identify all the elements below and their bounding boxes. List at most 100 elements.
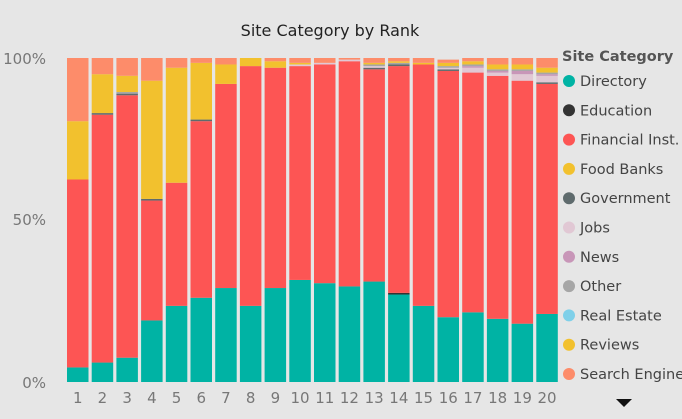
bar-segment-5-financial-inst[interactable]: [165, 182, 188, 306]
bar-segment-20-reviews[interactable]: [536, 67, 558, 73]
bar-segment-7-financial-inst[interactable]: [215, 83, 237, 289]
bar-segment-18-other[interactable]: [486, 69, 509, 71]
bar-segment-13-directory[interactable]: [363, 281, 385, 382]
bar-segment-20-other[interactable]: [536, 72, 558, 75]
bar-segment-6-government[interactable]: [190, 119, 213, 122]
bar-segment-12-financial-inst[interactable]: [338, 61, 361, 287]
bar-segment-17-financial-inst[interactable]: [462, 72, 484, 313]
bar-segment-16-directory[interactable]: [437, 317, 460, 382]
bar-segment-14-reviews[interactable]: [388, 61, 410, 63]
legend-item-real-estate[interactable]: Real Estate: [580, 308, 662, 324]
bar-segment-19-news[interactable]: [511, 70, 534, 75]
bar-segment-8-financial-inst[interactable]: [239, 66, 262, 306]
bar-segment-13-search-engine[interactable]: [363, 58, 385, 63]
bar-segment-11-directory[interactable]: [314, 283, 336, 382]
legend-item-reviews[interactable]: Reviews: [580, 338, 639, 354]
bar-segment-19-other[interactable]: [511, 69, 534, 71]
bar-segment-17-directory[interactable]: [462, 312, 484, 382]
bar-segment-16-jobs[interactable]: [437, 67, 460, 70]
legend-item-other[interactable]: Other: [580, 279, 621, 295]
bar-segment-19-directory[interactable]: [511, 323, 534, 382]
bar-segment-20-news[interactable]: [536, 74, 558, 76]
bar-segment-19-search-engine[interactable]: [511, 58, 534, 65]
bar-segment-5-search-engine[interactable]: [165, 58, 188, 68]
legend-item-news[interactable]: News: [580, 250, 619, 266]
bar-segment-7-reviews[interactable]: [215, 64, 237, 84]
bar-segment-4-government[interactable]: [141, 198, 163, 201]
bar-segment-20-jobs[interactable]: [536, 75, 558, 83]
bar-segment-15-financial-inst[interactable]: [412, 64, 435, 306]
bar-segment-3-search-engine[interactable]: [116, 58, 138, 76]
bar-segment-4-financial-inst[interactable]: [141, 200, 163, 321]
bar-segment-18-jobs[interactable]: [486, 72, 509, 76]
bar-segment-19-reviews[interactable]: [511, 64, 534, 70]
bar-segment-9-search-engine[interactable]: [264, 58, 287, 62]
bar-segment-2-reviews[interactable]: [91, 74, 114, 114]
bar-segment-14-government[interactable]: [388, 64, 410, 67]
bar-segment-13-other[interactable]: [363, 64, 385, 67]
bar-segment-13-financial-inst[interactable]: [363, 69, 385, 282]
bar-segment-2-government[interactable]: [91, 113, 114, 115]
legend-item-food-banks[interactable]: Food Banks: [580, 162, 663, 178]
bar-segment-8-directory[interactable]: [239, 305, 262, 382]
bar-segment-6-search-engine[interactable]: [190, 58, 213, 63]
scroll-down-icon[interactable]: [616, 399, 632, 407]
bar-segment-17-reviews[interactable]: [462, 61, 484, 65]
bar-segment-20-government[interactable]: [536, 82, 558, 84]
bar-segment-18-directory[interactable]: [486, 318, 509, 382]
bar-segment-9-financial-inst[interactable]: [264, 67, 287, 289]
bar-segment-11-financial-inst[interactable]: [314, 64, 336, 284]
bar-segment-7-search-engine[interactable]: [215, 58, 237, 65]
bar-segment-6-financial-inst[interactable]: [190, 121, 213, 298]
bar-segment-10-directory[interactable]: [289, 279, 311, 382]
bar-segment-5-reviews[interactable]: [165, 67, 188, 183]
bar-segment-11-jobs[interactable]: [314, 62, 336, 65]
bar-segment-13-reviews[interactable]: [363, 62, 385, 65]
bar-segment-1-financial-inst[interactable]: [67, 179, 89, 368]
bar-segment-14-other[interactable]: [388, 62, 410, 65]
bar-segment-4-directory[interactable]: [141, 320, 163, 382]
bar-segment-1-reviews[interactable]: [67, 121, 89, 180]
bar-segment-6-directory[interactable]: [190, 297, 213, 382]
bar-segment-18-search-engine[interactable]: [486, 58, 509, 65]
legend-item-education[interactable]: Education: [580, 103, 652, 119]
bar-segment-4-search-engine[interactable]: [141, 58, 163, 81]
bar-segment-20-search-engine[interactable]: [536, 58, 558, 68]
bar-segment-1-search-engine[interactable]: [67, 58, 89, 122]
bar-segment-14-education[interactable]: [388, 292, 410, 295]
bar-segment-18-news[interactable]: [486, 70, 509, 73]
bar-segment-6-reviews[interactable]: [190, 62, 213, 120]
bar-segment-12-directory[interactable]: [338, 286, 361, 382]
bar-segment-10-financial-inst[interactable]: [289, 66, 311, 280]
bar-segment-2-search-engine[interactable]: [91, 58, 114, 75]
bar-segment-18-reviews[interactable]: [486, 64, 509, 70]
bar-segment-20-directory[interactable]: [536, 313, 558, 382]
bar-segment-16-other[interactable]: [437, 66, 460, 68]
bar-segment-3-reviews[interactable]: [116, 75, 138, 93]
bar-segment-19-financial-inst[interactable]: [511, 80, 534, 324]
bar-segment-11-search-engine[interactable]: [314, 58, 336, 63]
bar-segment-15-search-engine[interactable]: [412, 58, 435, 63]
legend-item-directory[interactable]: Directory: [580, 74, 647, 90]
bar-segment-8-reviews[interactable]: [239, 58, 262, 67]
bar-segment-17-search-engine[interactable]: [462, 58, 484, 62]
bar-segment-2-financial-inst[interactable]: [91, 114, 114, 363]
bar-segment-3-government[interactable]: [116, 93, 138, 96]
bar-segment-3-other[interactable]: [116, 92, 138, 94]
bar-segment-3-financial-inst[interactable]: [116, 95, 138, 358]
legend-item-government[interactable]: Government: [580, 191, 671, 207]
bar-segment-9-reviews[interactable]: [264, 61, 287, 68]
bar-segment-12-search-engine[interactable]: [338, 58, 361, 60]
bar-segment-7-directory[interactable]: [215, 288, 237, 382]
bar-segment-10-reviews[interactable]: [289, 62, 311, 65]
bar-segment-16-financial-inst[interactable]: [437, 70, 460, 318]
bar-segment-3-directory[interactable]: [116, 357, 138, 382]
bar-segment-20-financial-inst[interactable]: [536, 83, 558, 314]
bar-segment-2-directory[interactable]: [91, 362, 114, 382]
bar-segment-13-jobs[interactable]: [363, 66, 385, 68]
bar-segment-19-jobs[interactable]: [511, 74, 534, 81]
bar-segment-16-reviews[interactable]: [437, 62, 460, 67]
bar-segment-10-jobs[interactable]: [289, 64, 311, 67]
bar-segment-9-directory[interactable]: [264, 288, 287, 382]
bar-segment-17-other[interactable]: [462, 64, 484, 67]
